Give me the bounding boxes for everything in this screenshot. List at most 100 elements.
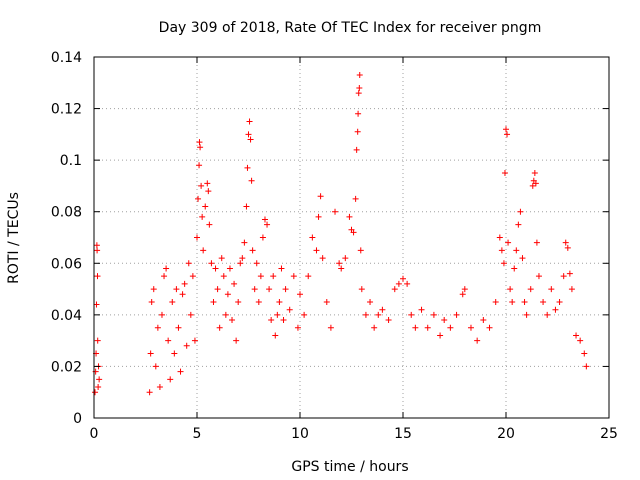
- data-point: [181, 280, 188, 287]
- data-point: [504, 131, 511, 138]
- data-point: [208, 260, 215, 267]
- data-point: [367, 298, 374, 305]
- data-point: [355, 110, 362, 117]
- data-point: [264, 221, 271, 228]
- data-point: [93, 242, 100, 249]
- data-point: [507, 286, 514, 293]
- data-point: [169, 298, 176, 305]
- data-point: [474, 337, 481, 344]
- data-point: [355, 90, 362, 97]
- data-point: [352, 195, 359, 202]
- data-point: [278, 265, 285, 272]
- data-point: [498, 247, 505, 254]
- data-point: [94, 337, 101, 344]
- data-point: [147, 350, 154, 357]
- data-point: [515, 221, 522, 228]
- data-point: [391, 286, 398, 293]
- x-tick-label: 10: [291, 426, 309, 442]
- data-point: [204, 180, 211, 187]
- y-axis-label: ROTI / TECUs: [6, 192, 22, 284]
- data-point: [152, 363, 159, 370]
- data-point: [395, 280, 402, 287]
- data-point: [158, 311, 165, 318]
- data-point: [486, 324, 493, 331]
- data-point: [237, 260, 244, 267]
- data-point: [185, 260, 192, 267]
- x-tick-label: 25: [600, 426, 618, 442]
- data-point: [268, 317, 275, 324]
- data-point: [412, 324, 419, 331]
- data-point: [305, 273, 312, 280]
- data-point: [356, 72, 363, 79]
- data-point: [226, 265, 233, 272]
- data-point: [251, 286, 258, 293]
- data-point: [171, 350, 178, 357]
- x-tick-label: 15: [394, 426, 412, 442]
- data-point: [220, 273, 227, 280]
- data-point: [198, 182, 205, 189]
- data-point: [196, 139, 203, 146]
- data-point: [222, 311, 229, 318]
- data-point: [350, 229, 357, 236]
- data-point: [501, 170, 508, 177]
- data-point: [205, 188, 212, 195]
- data-point: [453, 311, 460, 318]
- data-point: [517, 208, 524, 215]
- data-point: [255, 298, 262, 305]
- data-point: [353, 146, 360, 153]
- data-point: [356, 84, 363, 91]
- data-point: [177, 368, 184, 375]
- data-point: [175, 324, 182, 331]
- data-point: [150, 286, 157, 293]
- data-point: [202, 203, 209, 210]
- data-point: [261, 216, 268, 223]
- data-point: [424, 324, 431, 331]
- data-point: [272, 332, 279, 339]
- data-point: [408, 311, 415, 318]
- data-point: [529, 182, 536, 189]
- data-point: [301, 311, 308, 318]
- data-point: [244, 164, 251, 171]
- data-point: [294, 324, 301, 331]
- gridlines: [94, 57, 609, 418]
- data-point: [418, 306, 425, 313]
- data-point: [509, 298, 516, 305]
- data-point: [212, 265, 219, 272]
- data-point: [94, 273, 101, 280]
- data-point: [371, 324, 378, 331]
- data-point: [163, 265, 170, 272]
- data-point: [533, 239, 540, 246]
- data-point: [548, 286, 555, 293]
- data-point: [532, 180, 539, 187]
- data-point: [492, 298, 499, 305]
- data-point: [191, 337, 198, 344]
- data-point: [239, 255, 246, 262]
- data-point: [500, 260, 507, 267]
- data-point: [245, 131, 252, 138]
- data-point: [266, 286, 273, 293]
- data-point: [535, 273, 542, 280]
- data-point: [527, 286, 534, 293]
- data-point: [241, 239, 248, 246]
- data-point: [290, 273, 297, 280]
- data-point: [459, 291, 466, 298]
- data-point: [519, 255, 526, 262]
- data-point: [447, 324, 454, 331]
- data-point: [552, 306, 559, 313]
- data-point: [257, 273, 264, 280]
- y-tick-label: 0.1: [60, 153, 82, 169]
- data-point: [270, 273, 277, 280]
- data-point: [276, 298, 283, 305]
- data-point: [480, 317, 487, 324]
- data-point: [577, 337, 584, 344]
- data-point: [146, 389, 153, 396]
- data-point: [167, 376, 174, 383]
- y-tick-label: 0.12: [51, 102, 82, 118]
- data-point: [430, 311, 437, 318]
- data-point: [218, 255, 225, 262]
- data-point: [165, 337, 172, 344]
- data-point: [214, 286, 221, 293]
- data-point: [496, 234, 503, 241]
- data-point: [95, 384, 102, 391]
- data-point: [96, 376, 103, 383]
